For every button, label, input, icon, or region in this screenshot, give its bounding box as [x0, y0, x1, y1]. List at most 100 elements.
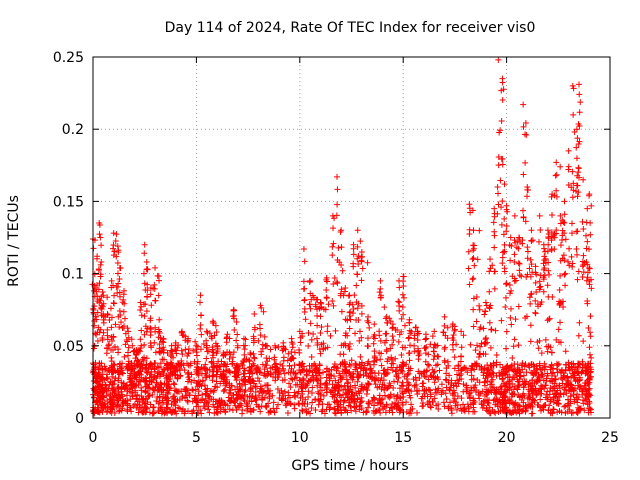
data-point: [404, 379, 411, 386]
data-point: [308, 336, 315, 343]
data-point: [197, 321, 204, 328]
data-point: [472, 361, 479, 368]
data-point: [406, 350, 413, 357]
data-point: [453, 371, 460, 378]
data-point: [170, 380, 177, 387]
data-point: [520, 171, 527, 178]
data-point: [436, 367, 443, 374]
data-point: [387, 345, 394, 352]
data-point: [398, 382, 405, 389]
data-point: [502, 393, 509, 400]
data-point: [301, 309, 308, 316]
data-point: [376, 328, 383, 335]
data-point: [370, 340, 377, 347]
data-point: [330, 302, 337, 309]
data-point: [455, 363, 462, 370]
data-point: [240, 335, 247, 342]
data-point: [569, 194, 576, 201]
data-point: [354, 368, 361, 375]
data-point: [329, 252, 336, 259]
data-point: [99, 393, 106, 400]
data-point: [544, 372, 551, 379]
data-point: [149, 410, 156, 417]
data-point: [496, 397, 503, 404]
data-point: [203, 342, 210, 349]
data-point: [198, 370, 205, 377]
data-point: [422, 336, 429, 343]
data-point: [574, 228, 581, 235]
data-point: [395, 338, 402, 345]
data-point: [292, 381, 299, 388]
data-point: [540, 274, 547, 281]
data-point: [125, 344, 132, 351]
data-point: [189, 408, 196, 415]
data-point: [135, 358, 142, 365]
data-point: [502, 303, 509, 310]
data-point: [486, 404, 493, 411]
data-point: [321, 410, 328, 417]
data-point: [549, 212, 556, 219]
data-point: [576, 377, 583, 384]
data-point: [571, 398, 578, 405]
data-point: [317, 313, 324, 320]
data-point: [344, 409, 351, 416]
data-point: [144, 287, 151, 294]
data-point: [511, 258, 518, 265]
data-point: [358, 254, 365, 261]
data-point: [442, 376, 449, 383]
data-point: [160, 347, 167, 354]
data-point: [529, 237, 536, 244]
data-point: [197, 312, 204, 319]
data-point: [127, 370, 134, 377]
data-point: [382, 315, 389, 322]
data-point: [333, 278, 340, 285]
data-point: [100, 292, 107, 299]
data-point: [570, 111, 577, 118]
data-point: [432, 386, 439, 393]
data-point: [578, 369, 585, 376]
data-point: [286, 362, 293, 369]
data-point: [467, 341, 474, 348]
data-point: [584, 261, 591, 268]
data-point: [498, 221, 505, 228]
data-point: [359, 265, 366, 272]
data-point: [329, 298, 336, 305]
data-point: [570, 180, 577, 187]
data-point: [157, 360, 164, 367]
data-point: [133, 376, 140, 383]
data-point: [400, 383, 407, 390]
data-point: [587, 392, 594, 399]
data-point: [193, 368, 200, 375]
data-point: [503, 280, 510, 287]
data-point: [523, 313, 530, 320]
data-point: [305, 394, 312, 401]
data-point: [291, 362, 298, 369]
data-point: [173, 410, 180, 417]
data-point: [420, 380, 427, 387]
data-point: [118, 407, 125, 414]
data-point: [334, 186, 341, 193]
data-point: [233, 337, 240, 344]
data-point: [181, 367, 188, 374]
data-point: [378, 350, 385, 357]
data-point: [482, 336, 489, 343]
data-point: [377, 337, 384, 344]
data-point: [552, 375, 559, 382]
data-point: [108, 314, 115, 321]
data-point: [576, 319, 583, 326]
data-point: [375, 376, 382, 383]
data-point: [583, 232, 590, 239]
data-point: [377, 285, 384, 292]
data-point: [580, 176, 587, 183]
data-point: [571, 372, 578, 379]
data-point: [96, 280, 103, 287]
data-point: [544, 348, 551, 355]
data-point: [250, 406, 257, 413]
x-tick-label: 15: [394, 430, 412, 446]
data-point: [537, 407, 544, 414]
data-point: [470, 227, 477, 234]
data-point: [234, 372, 241, 379]
data-point: [105, 387, 112, 394]
data-point: [94, 253, 101, 260]
data-point: [253, 369, 260, 376]
